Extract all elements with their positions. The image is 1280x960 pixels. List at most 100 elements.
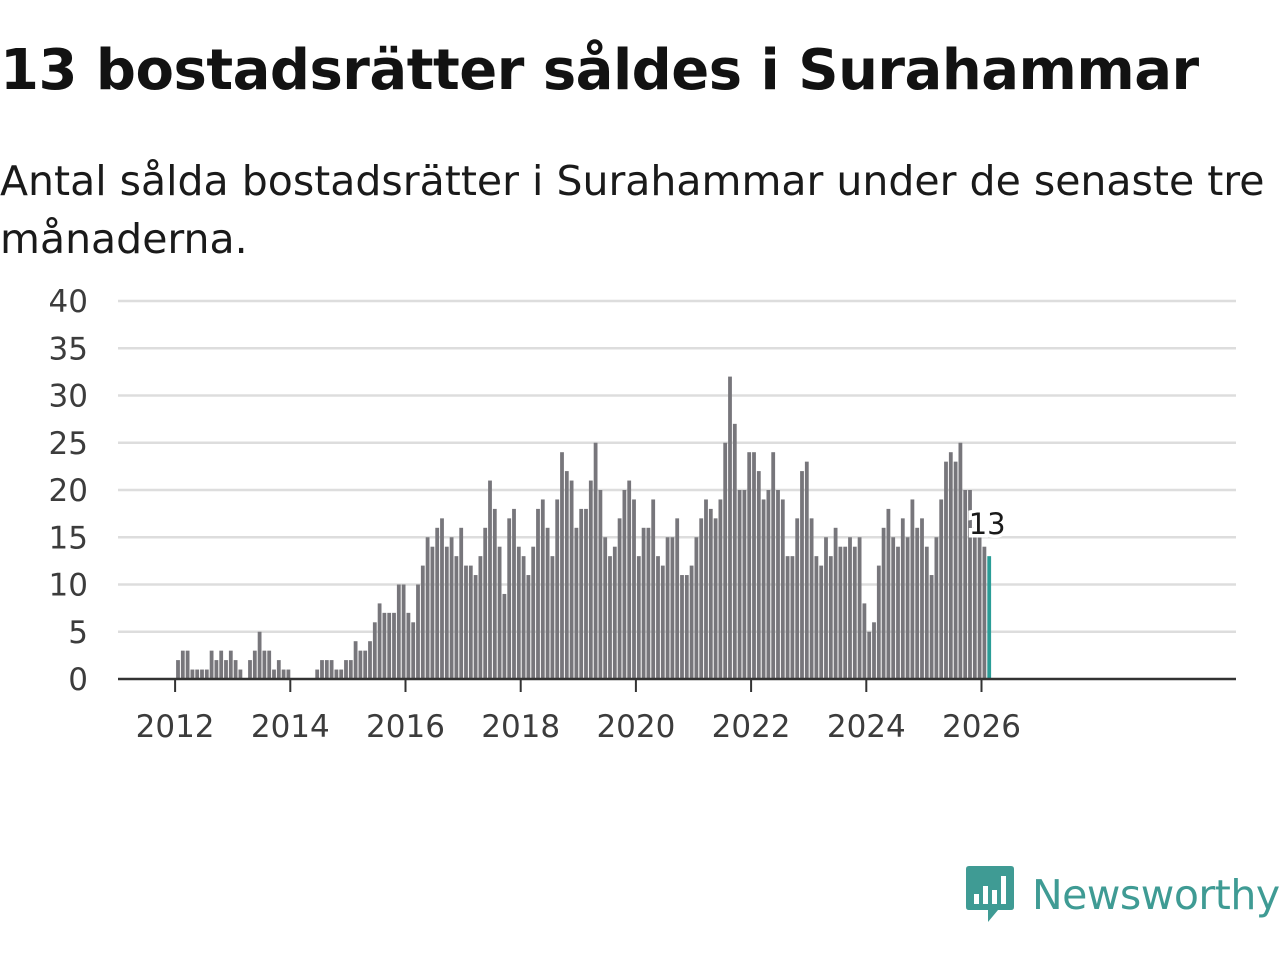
chart-subtitle: Antal sålda bostadsrätter i Surahammar u… xyxy=(0,157,1265,263)
bar xyxy=(617,518,622,679)
bar xyxy=(593,442,598,679)
bar xyxy=(483,527,488,679)
bar xyxy=(339,669,344,679)
y-tick-label: 10 xyxy=(49,568,88,604)
bar xyxy=(598,490,603,679)
bar xyxy=(972,527,977,679)
newsworthy-logo-text: Newsworthy xyxy=(1032,871,1280,919)
bar xyxy=(200,669,204,679)
bar xyxy=(521,556,526,679)
bar xyxy=(267,650,272,679)
bar xyxy=(656,556,660,679)
bar xyxy=(276,660,281,679)
bar-chart: 0 5 10 15 20 25 30 35 40 2012 2014 2016 2018 2020 202… xyxy=(49,284,1236,745)
y-tick-label: 30 xyxy=(49,379,88,415)
bar xyxy=(756,471,761,679)
bar xyxy=(478,556,483,679)
x-tick-label: 2022 xyxy=(712,709,791,745)
bar xyxy=(713,518,718,679)
bar xyxy=(396,584,401,679)
bar xyxy=(416,584,420,679)
bar xyxy=(536,508,540,679)
bar xyxy=(214,660,219,679)
bar xyxy=(848,537,852,679)
bar xyxy=(228,650,233,679)
bar xyxy=(708,508,713,679)
bar xyxy=(857,537,862,679)
bar xyxy=(233,660,238,679)
bar xyxy=(526,575,531,679)
bar xyxy=(824,537,828,679)
bar xyxy=(363,650,368,679)
bar xyxy=(262,650,267,679)
bar xyxy=(968,490,972,679)
bar xyxy=(420,565,425,679)
bar xyxy=(440,518,444,679)
bar xyxy=(924,546,929,679)
bar xyxy=(195,669,200,679)
bar xyxy=(804,461,809,679)
bar xyxy=(905,537,910,679)
bars xyxy=(176,376,992,679)
bar xyxy=(920,518,924,679)
bar xyxy=(286,669,291,679)
bar xyxy=(723,442,728,679)
x-tick-label: 2016 xyxy=(366,709,445,745)
bar xyxy=(560,452,564,679)
bar xyxy=(497,546,502,679)
bar xyxy=(348,660,353,679)
bar xyxy=(512,508,516,679)
bar xyxy=(387,612,392,679)
y-tick-label: 0 xyxy=(68,662,88,698)
bar xyxy=(608,556,612,679)
bar xyxy=(632,499,636,679)
bar xyxy=(915,527,920,679)
bar xyxy=(785,556,790,679)
x-axis-ticks: 2012 2014 2016 2018 2020 2022 2024 2026 xyxy=(136,679,1021,745)
bar xyxy=(684,575,689,679)
y-tick-label: 40 xyxy=(49,284,88,320)
bar xyxy=(488,480,492,679)
bar xyxy=(636,556,641,679)
bar xyxy=(545,527,550,679)
newsworthy-logo-icon xyxy=(966,866,1014,922)
annotations: 13 xyxy=(965,504,1009,545)
bar xyxy=(382,612,387,679)
x-tick-label: 2024 xyxy=(827,709,906,745)
bar xyxy=(761,499,766,679)
bar xyxy=(473,575,478,679)
bar xyxy=(862,603,867,679)
x-tick-label: 2014 xyxy=(251,709,330,745)
bar xyxy=(958,442,963,679)
bar xyxy=(732,423,737,679)
bar xyxy=(876,565,881,679)
bar xyxy=(281,669,286,679)
bar xyxy=(425,537,430,679)
bar xyxy=(209,650,214,679)
bar xyxy=(819,565,824,679)
bar xyxy=(516,546,521,679)
bar xyxy=(891,537,896,679)
bar xyxy=(948,452,953,679)
bar xyxy=(665,537,670,679)
bar xyxy=(454,556,459,679)
bar xyxy=(464,565,468,679)
bar xyxy=(766,490,771,679)
bar xyxy=(257,631,262,679)
bar-latest xyxy=(987,556,992,679)
bar xyxy=(929,575,934,679)
x-tick-label: 2020 xyxy=(596,709,675,745)
bar xyxy=(675,518,680,679)
bar xyxy=(776,490,780,679)
bar xyxy=(180,650,185,679)
y-axis-labels: 0 5 10 15 20 25 30 35 40 xyxy=(49,284,88,698)
bar xyxy=(392,612,396,679)
bar xyxy=(344,660,348,679)
bar xyxy=(963,490,968,679)
x-tick-label: 2018 xyxy=(481,709,560,745)
bar xyxy=(790,556,795,679)
bar xyxy=(828,556,833,679)
bar xyxy=(377,603,382,679)
bar xyxy=(660,565,665,679)
bar xyxy=(320,660,324,679)
